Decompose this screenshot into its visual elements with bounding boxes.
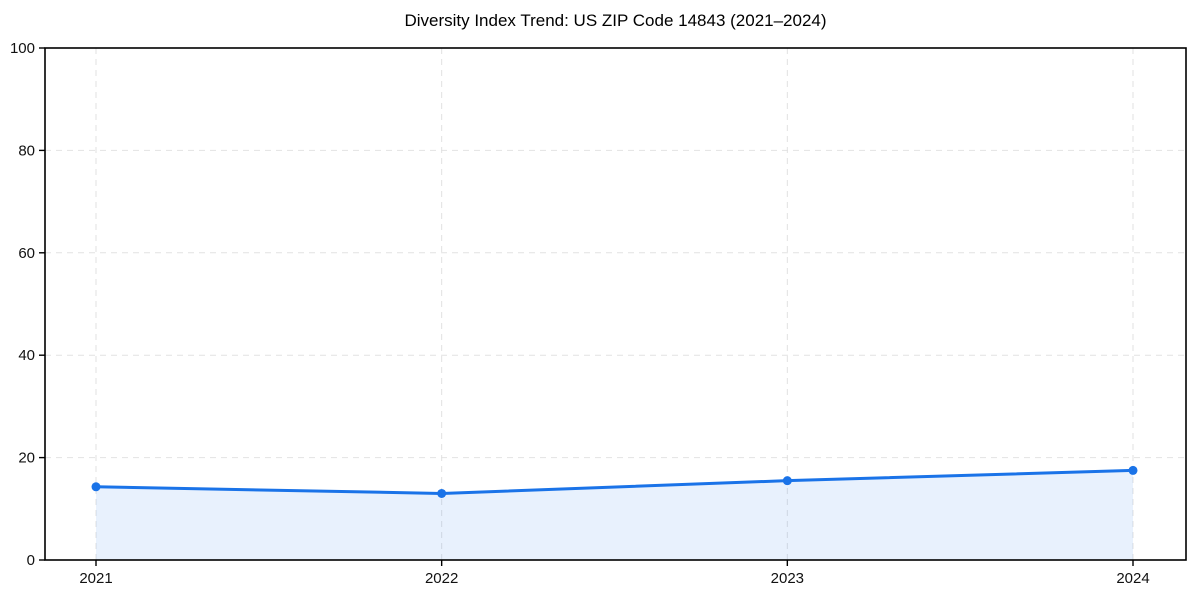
x-tick-label: 2024 <box>1116 570 1149 587</box>
y-axis: 0 20 40 60 80 100 <box>10 40 45 569</box>
y-tick-label: 40 <box>18 347 35 364</box>
gridlines <box>45 48 1186 560</box>
x-tick-label: 2023 <box>771 570 804 587</box>
data-point-marker <box>437 488 447 498</box>
axis-spines <box>44 47 1187 561</box>
trend-line <box>94 468 1135 495</box>
y-tick-label: 20 <box>18 450 35 467</box>
y-tick-label: 100 <box>10 40 35 57</box>
x-tick-label: 2022 <box>425 570 458 587</box>
x-tick-label: 2021 <box>79 570 112 587</box>
data-point-markers <box>91 465 1138 498</box>
chart-title: Diversity Index Trend: US ZIP Code 14843… <box>404 11 827 30</box>
x-axis: 2021 2022 2023 2024 <box>79 560 1150 587</box>
y-tick-label: 80 <box>18 142 35 159</box>
data-point-marker <box>91 482 101 492</box>
data-point-marker <box>782 476 792 486</box>
y-tick-label: 60 <box>18 245 35 262</box>
y-tick-label: 0 <box>27 552 35 569</box>
data-point-marker <box>1128 465 1138 475</box>
